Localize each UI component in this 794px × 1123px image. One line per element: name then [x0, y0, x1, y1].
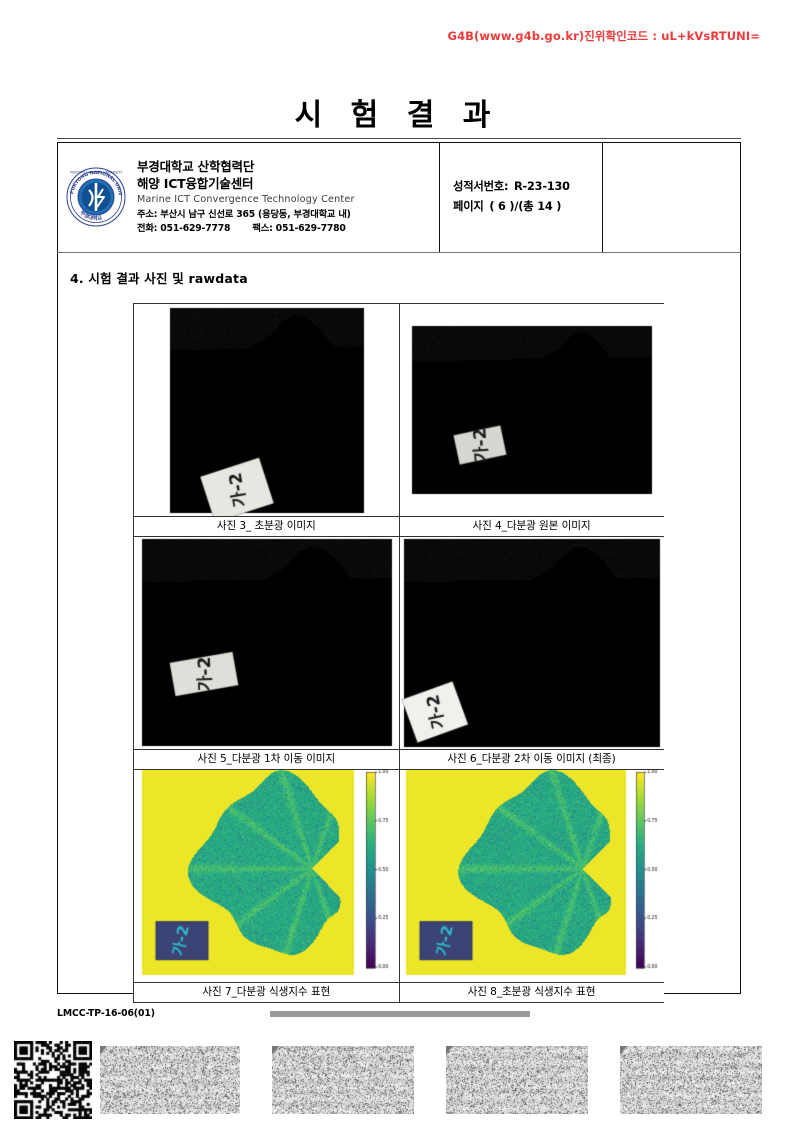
report-number-line: 성적서번호: R-23-130	[453, 177, 602, 197]
photo-caption-4: 사진 4_다분광 원본 이미지	[399, 516, 664, 536]
report-number-value: R-23-130	[514, 180, 570, 194]
photo-cell-8: 사진 8_초분광 식생지수 표현	[399, 770, 664, 1002]
org-contact: 전화: 051-629-7778 팩스: 051-629-7780	[137, 223, 355, 236]
photo-caption-5: 사진 5_다분광 1차 이동 이미지	[134, 749, 399, 769]
photo-image-3	[134, 304, 399, 516]
photo-cell-6: 사진 6_다분광 2차 이동 이미지 (최종)	[399, 537, 664, 769]
footer-form-code: LMCC-TP-16-06(01)	[57, 1008, 155, 1019]
title-underline-rule	[57, 138, 741, 139]
report-number-label: 성적서번호:	[453, 180, 509, 194]
header-meta-cell: 성적서번호: R-23-130 페이지 ( 6 )/(총 14 )	[440, 142, 603, 252]
photo-cell-5: 사진 5_다분광 1차 이동 이미지	[134, 537, 400, 769]
watermark-noise-block	[446, 1046, 588, 1114]
page-title: 시 험 결 과	[294, 98, 500, 133]
photo-cell-4: 사진 4_다분광 원본 이미지	[399, 304, 664, 536]
header-table: PUKYONG NATIONAL UNIVERSITY PUKYONG NATI…	[57, 142, 741, 253]
photo-caption-3: 사진 3_ 초분광 이미지	[134, 516, 399, 536]
photo-image-7	[134, 770, 399, 982]
svg-text:PUKYONG NATIONAL UNIVERSITY: PUKYONG NATIONAL UNIVERSITY	[70, 171, 122, 175]
university-seal-icon: PUKYONG NATIONAL UNIVERSITY PUKYONG NATI…	[62, 162, 127, 228]
photo-caption-6: 사진 6_다분광 2차 이동 이미지 (최종)	[399, 749, 664, 769]
watermark-noise-block	[620, 1046, 762, 1114]
org-tel-label: 전화:	[137, 223, 158, 235]
org-fax-label: 팩스:	[252, 223, 273, 235]
qr-code	[14, 1041, 92, 1123]
photo-image-4	[399, 304, 664, 516]
section-heading-results: 4. 시험 결과 사진 및 rawdata	[70, 271, 248, 286]
photo-grid-row: 사진 3_ 초분광 이미지 사진 4_다분광 원본 이미지	[134, 304, 664, 537]
organization-text-block: 부경대학교 산학협력단 해양 ICT융합기술센터 Marine ICT Conv…	[137, 158, 355, 236]
org-tel-value: 051-629-7778	[160, 223, 231, 235]
watermark-noise-block	[272, 1046, 414, 1114]
page-number-line: 페이지 ( 6 )/(총 14 )	[453, 197, 602, 217]
photo-image-5	[134, 537, 399, 749]
org-name-korean-secondary: 해양 ICT융합기술센터	[137, 176, 254, 192]
org-fax-value: 051-629-7780	[275, 223, 346, 235]
photo-cell-7: 사진 7_다분광 식생지수 표현	[134, 770, 400, 1002]
results-photo-grid: 사진 3_ 초분광 이미지 사진 4_다분광 원본 이미지 사진 5_다분광 1…	[133, 303, 664, 1003]
photo-caption-8: 사진 8_초분광 식생지수 표현	[399, 982, 664, 1002]
photo-cell-3: 사진 3_ 초분광 이미지	[134, 304, 400, 536]
org-address: 주소: 부산시 남구 신선로 365 (용당동, 부경대학교 내)	[137, 208, 351, 220]
photo-caption-7: 사진 7_다분광 식생지수 표현	[134, 982, 399, 1002]
footer-gray-bar	[270, 1011, 530, 1017]
page-number-value: ( 6 )/(총 14 )	[489, 200, 562, 213]
g4b-verification-code: G4B(www.g4b.go.kr)진위확인코드 : uL+kVsRTUNI=	[447, 29, 760, 43]
page-number-label: 페이지	[453, 200, 484, 213]
photo-grid-row: 사진 7_다분광 식생지수 표현 사진 8_초분광 식생지수 표현	[134, 770, 664, 1002]
photo-grid-row: 사진 5_다분광 1차 이동 이미지 사진 6_다분광 2차 이동 이미지 (최…	[134, 537, 664, 770]
header-organization-cell: PUKYONG NATIONAL UNIVERSITY PUKYONG NATI…	[57, 142, 440, 252]
watermark-noise-block	[100, 1046, 240, 1114]
photo-image-8	[399, 770, 664, 982]
bottom-watermark-strip	[0, 1038, 794, 1123]
photo-image-6	[399, 537, 664, 749]
org-name-korean-primary: 부경대학교 산학협력단	[137, 158, 255, 174]
header-blank-cell	[603, 142, 741, 252]
org-name-english: Marine ICT Convergence Technology Center	[137, 194, 355, 206]
